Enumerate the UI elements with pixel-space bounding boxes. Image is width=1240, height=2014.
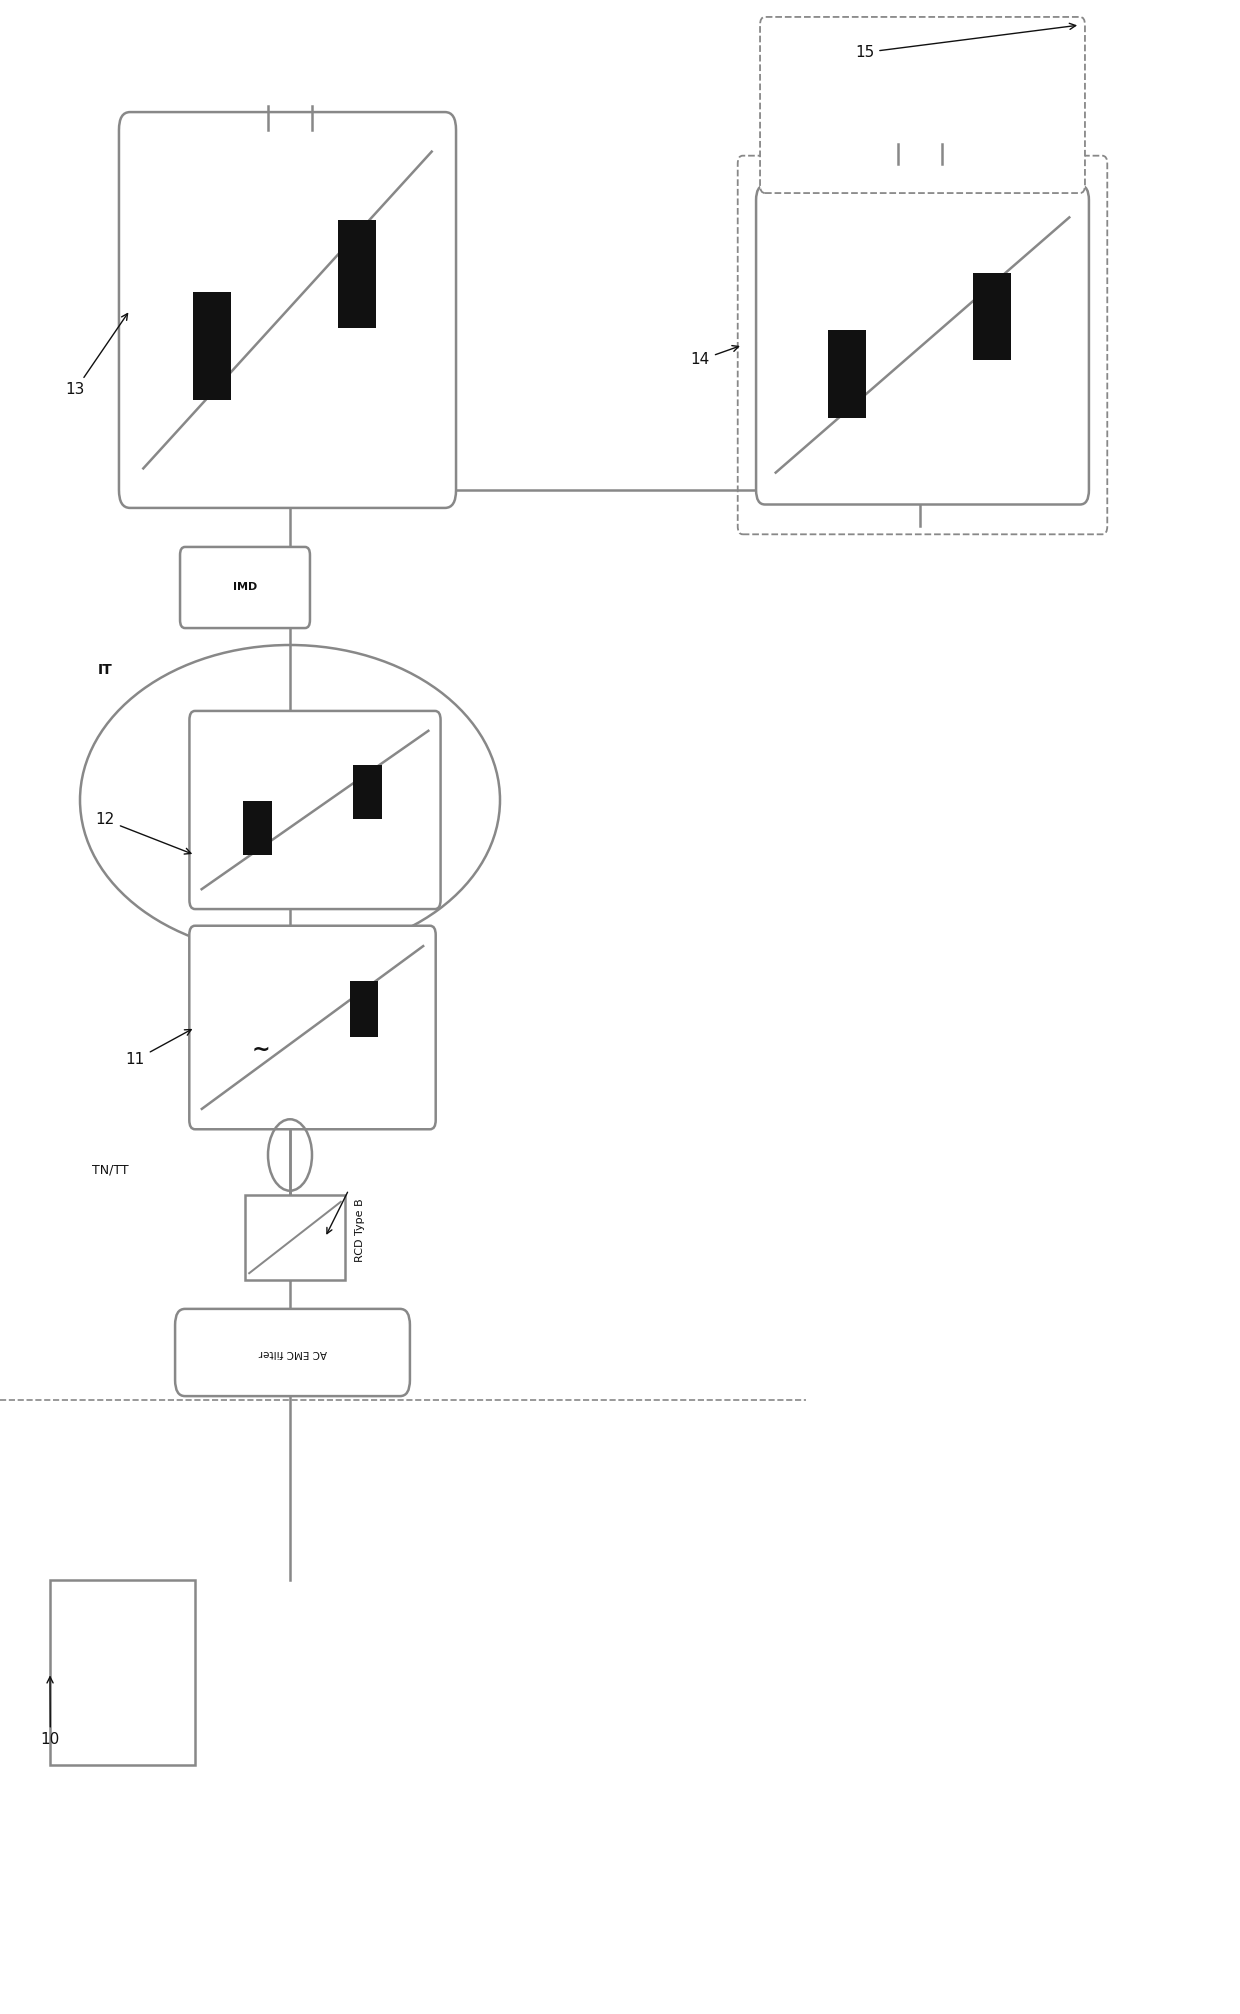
Bar <box>991 272 1011 361</box>
Bar <box>257 802 272 856</box>
Bar <box>350 981 366 1037</box>
FancyBboxPatch shape <box>190 926 435 1130</box>
Text: 10: 10 <box>41 1678 60 1748</box>
FancyBboxPatch shape <box>175 1309 410 1396</box>
Text: IMD: IMD <box>233 582 257 592</box>
FancyBboxPatch shape <box>760 16 1085 193</box>
Bar <box>246 1194 345 1281</box>
Text: IT: IT <box>98 663 113 677</box>
Text: 12: 12 <box>95 812 191 854</box>
Ellipse shape <box>81 644 500 955</box>
Text: TN/TT: TN/TT <box>92 1164 128 1176</box>
Text: 15: 15 <box>856 24 1076 60</box>
FancyBboxPatch shape <box>180 548 310 628</box>
Bar <box>339 220 358 328</box>
Bar <box>353 765 370 820</box>
FancyBboxPatch shape <box>756 185 1089 504</box>
Bar <box>367 765 382 820</box>
Bar <box>828 330 848 417</box>
Text: 13: 13 <box>66 314 128 397</box>
Text: 14: 14 <box>691 346 739 367</box>
Bar <box>50 1581 195 1764</box>
Bar <box>355 220 376 328</box>
FancyBboxPatch shape <box>119 113 456 508</box>
Text: ∼: ∼ <box>252 1039 270 1059</box>
Text: 11: 11 <box>125 1029 191 1067</box>
Bar <box>211 292 231 401</box>
Bar <box>363 981 378 1037</box>
Text: RCD Type B: RCD Type B <box>355 1198 365 1263</box>
Bar <box>973 272 993 361</box>
Bar <box>846 330 866 417</box>
Text: AC EMC filter: AC EMC filter <box>258 1347 326 1357</box>
Bar <box>193 292 213 401</box>
FancyBboxPatch shape <box>190 711 440 908</box>
Bar <box>243 802 259 856</box>
